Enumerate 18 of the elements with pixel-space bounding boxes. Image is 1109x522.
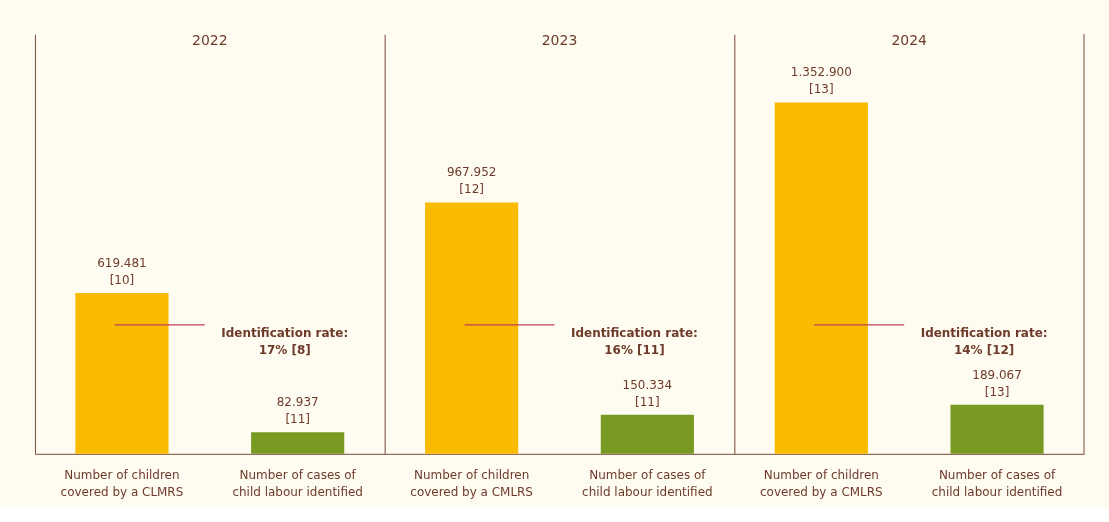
data-label: 1.352.900 [13] [790,65,852,97]
annotation: Identification rate: 17% [8] [221,325,349,357]
x-tick-label: Number of cases of child labour identified [232,468,363,500]
chart-title: 2022 [192,32,228,49]
data-label: 82.937 [11] [276,395,319,427]
chart-title: 2023 [541,32,578,49]
data-label: 189.067 [13] [972,367,1022,399]
x-tick-label: Number of cases of child labour identified [931,468,1063,500]
data-label: 967.952 [12] [446,165,497,197]
x-tick-label: Number of children covered by a CMLRS [410,468,533,500]
annotation: Identification rate: 16% [11] [570,325,698,357]
x-tick-label: Number of children covered by a CMLRS [759,468,883,500]
annotation: Identification rate: 14% [12] [920,325,1048,357]
data-label: 619.481 [10] [97,255,147,287]
chart-title: 2024 [891,32,928,49]
x-tick-label: Number of cases of child labour identified [582,468,713,500]
data-label: 150.334 [11] [622,377,673,409]
x-tick-label: Number of children covered by a CLMRS [60,468,184,500]
